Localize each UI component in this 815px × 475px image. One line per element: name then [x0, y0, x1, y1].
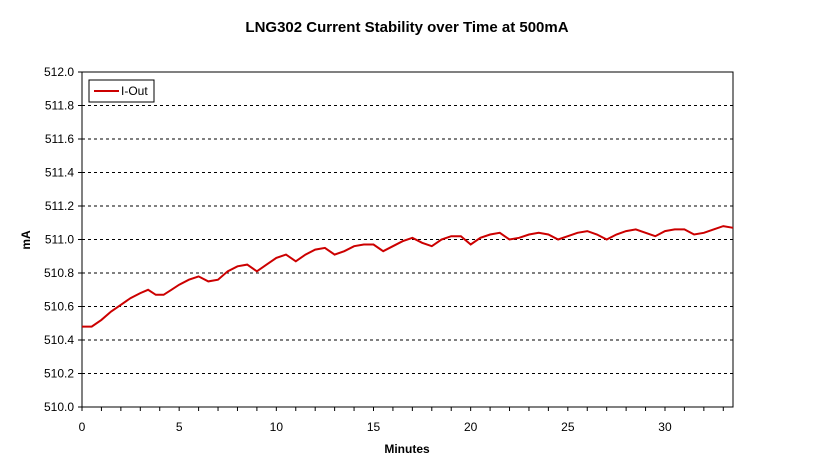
- y-tick-label: 511.2: [45, 199, 74, 213]
- legend: I-Out: [88, 79, 155, 103]
- legend-label: I-Out: [121, 84, 148, 98]
- x-tick-label: 25: [561, 420, 575, 434]
- y-tick-label: 510.2: [44, 367, 74, 381]
- y-tick-label: 511.8: [45, 99, 74, 113]
- chart-title: LNG302 Current Stability over Time at 50…: [245, 19, 568, 36]
- x-axis: 0 5 10 15 20 25 30: [79, 407, 724, 434]
- x-tick-label: 0: [79, 420, 86, 434]
- y-axis-title: mA: [19, 230, 33, 250]
- x-tick-label: 10: [270, 420, 284, 434]
- y-axis: 510.0 510.2 510.4 510.6 510.8 511.0 511.2 511.4…: [44, 65, 82, 414]
- y-tick-label: 512.0: [44, 65, 74, 79]
- y-tick-label: 511.6: [45, 132, 74, 146]
- x-axis-title: Minutes: [384, 442, 430, 456]
- x-tick-label: 15: [367, 420, 381, 434]
- y-tick-label: 510.6: [44, 300, 74, 314]
- y-tick-label: 510.8: [44, 266, 74, 280]
- series-line-i-out: [82, 225, 734, 328]
- y-tick-label: 510.0: [44, 400, 74, 414]
- x-tick-label: 30: [658, 420, 672, 434]
- y-tick-label: 511.0: [45, 233, 74, 247]
- y-tick-label: 510.4: [44, 333, 74, 347]
- x-tick-label: 5: [176, 420, 183, 434]
- x-tick-label: 20: [464, 420, 478, 434]
- y-tick-label: 511.4: [45, 166, 74, 180]
- legend-box: [88, 79, 155, 103]
- gridlines: [82, 105, 733, 374]
